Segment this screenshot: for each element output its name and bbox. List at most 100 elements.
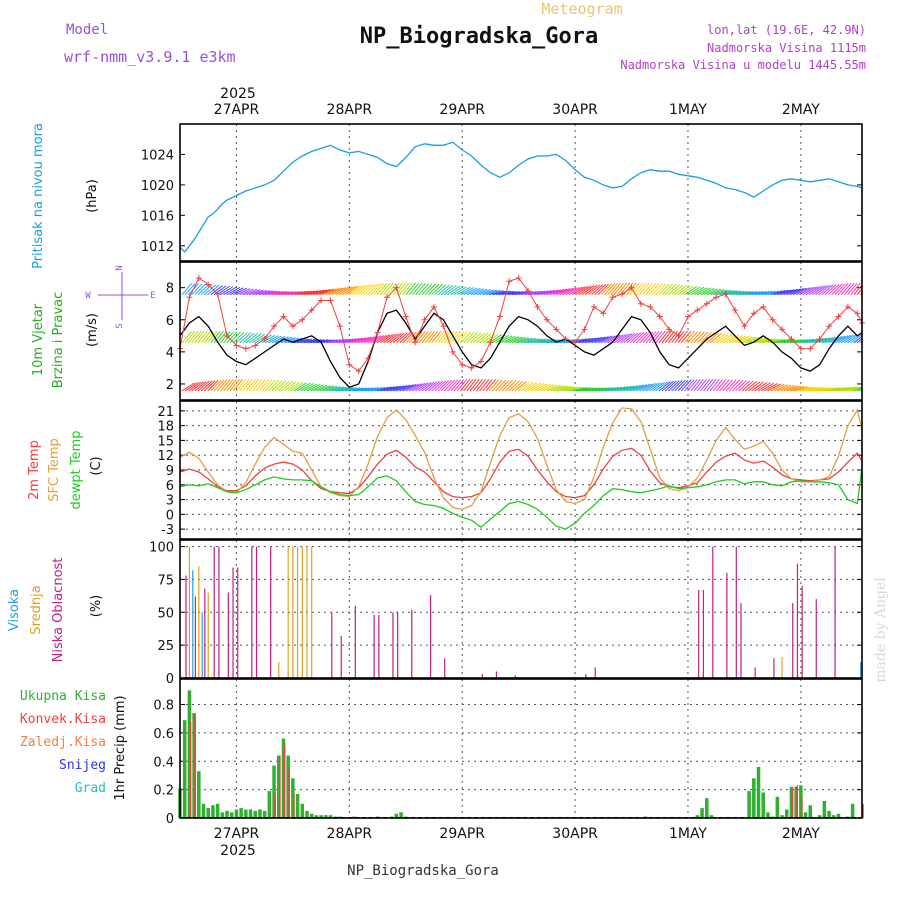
- wind-barb: [488, 334, 503, 344]
- wind-barb: [421, 330, 432, 344]
- wind-barb: [648, 283, 660, 296]
- panel-2-ytick-label-2: 3: [166, 494, 174, 509]
- wind-barb: [626, 332, 639, 344]
- wind-barb: [383, 282, 394, 295]
- wind-barb: [553, 385, 568, 392]
- wind-gust-marker: [590, 303, 597, 310]
- wind-barb: [460, 331, 472, 344]
- wind-barb: [652, 283, 663, 296]
- wind-barb: [293, 382, 307, 392]
- precip-legend-item-2: Zaledj.Kisa: [20, 735, 106, 750]
- wind-barb: [677, 379, 689, 392]
- wind-barb: [850, 333, 862, 344]
- wind-barb: [296, 382, 311, 392]
- precip-bar-0: [211, 805, 215, 818]
- wind-barb: [293, 290, 309, 296]
- precip-bar-0: [836, 813, 841, 818]
- wind-barb: [853, 387, 862, 392]
- wind-barb: [360, 284, 373, 296]
- wind-barb: [517, 381, 531, 392]
- wind-barb: [325, 386, 341, 392]
- wind-barb: [751, 291, 767, 296]
- wind-barb: [332, 386, 348, 392]
- wind-barb: [508, 336, 523, 344]
- wind-barb: [588, 336, 603, 344]
- wind-barb: [450, 285, 464, 296]
- wind-gust-marker: [412, 339, 419, 346]
- wind-barb: [853, 335, 862, 344]
- wind-barb: [351, 387, 367, 392]
- wind-gust-marker: [816, 336, 823, 343]
- precip-bar-0: [808, 805, 813, 818]
- wind-barb: [799, 386, 815, 392]
- precip-bar-0: [286, 755, 290, 818]
- panel-4-ytick-label-1: 0.2: [153, 784, 174, 799]
- wind-barb: [741, 380, 754, 392]
- wind-barb: [268, 290, 284, 296]
- wind-barb: [236, 288, 251, 296]
- precip-bar-0: [756, 766, 761, 818]
- wind-barb: [754, 291, 770, 296]
- wind-barb: [431, 330, 442, 344]
- wind-barb: [738, 291, 754, 296]
- wind-barb: [802, 386, 818, 392]
- wind-barb: [809, 387, 824, 392]
- wind-barb: [818, 387, 834, 392]
- wind-barb: [226, 286, 241, 296]
- cloud-titles: Visoka Srednja Niska Oblacnost: [7, 558, 66, 663]
- wind-barb: [613, 282, 625, 295]
- wind-barb: [485, 289, 501, 296]
- wind-barb: [604, 386, 620, 392]
- panel-1: 2 4 6 8: [166, 262, 862, 400]
- wind-barb: [303, 338, 319, 344]
- wind-barb: [367, 335, 382, 344]
- wind-barb: [537, 339, 552, 344]
- panel-4-ytick-label-2: 0.4: [153, 755, 174, 770]
- wind-barb: [693, 378, 704, 392]
- wind-barb: [440, 379, 453, 392]
- wind-barb: [632, 332, 645, 344]
- wind-barb: [783, 288, 798, 296]
- bottom-day-label-1: 28APR: [327, 826, 373, 842]
- wind-barb: [735, 380, 747, 392]
- wind-barb: [377, 386, 392, 392]
- wind-barb: [482, 289, 498, 296]
- precip-bar-0: [761, 792, 765, 818]
- wind-barb: [440, 284, 454, 296]
- wind-unit: (m/s): [85, 313, 100, 347]
- wind-barb: [188, 330, 199, 344]
- wind-barb: [543, 384, 558, 392]
- wind-gust-marker: [496, 313, 503, 320]
- wind-barb: [786, 288, 801, 296]
- wind-barb: [616, 282, 628, 295]
- wind-barb: [252, 333, 265, 344]
- wind-barb: [732, 379, 744, 392]
- wind-barb: [399, 384, 414, 392]
- wind-barb: [287, 337, 303, 344]
- wind-barb: [405, 331, 417, 344]
- precip-bar-0: [314, 815, 319, 818]
- wind-barb: [847, 386, 862, 392]
- wind-barb: [354, 337, 369, 344]
- wind-barb: [831, 387, 847, 392]
- wind-barb: [709, 289, 725, 296]
- precip-bar-0: [220, 812, 225, 818]
- wind-barb: [799, 338, 815, 344]
- wind-barb: [383, 333, 397, 344]
- wind-barb: [559, 287, 574, 296]
- wind-barb: [597, 387, 613, 392]
- wind-barb: [200, 380, 213, 392]
- cloud-title-1: Srednja: [29, 585, 44, 634]
- wind-barb: [568, 286, 583, 296]
- wind-barb: [815, 285, 828, 296]
- wind-barb: [453, 379, 465, 392]
- wind-gust-marker: [844, 303, 851, 310]
- wind-barb: [386, 333, 399, 344]
- precip-legend-item-4: Grad: [75, 781, 106, 796]
- wind-barb: [284, 291, 300, 296]
- wind-barb: [181, 331, 193, 344]
- wind-speed-line: [179, 309, 863, 388]
- wind-barb: [252, 289, 267, 296]
- wind-barb: [313, 384, 328, 392]
- wind-barb: [840, 283, 852, 296]
